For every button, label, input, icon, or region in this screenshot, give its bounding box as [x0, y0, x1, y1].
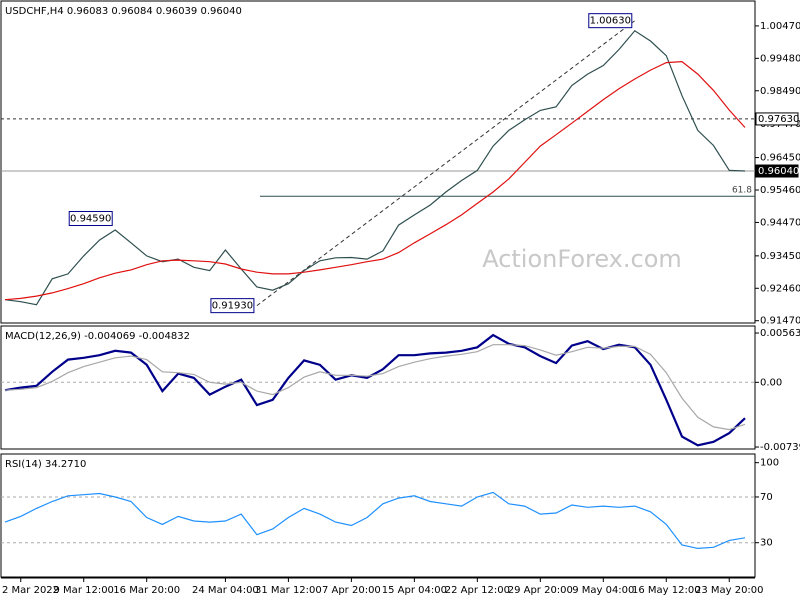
x-tick-label: 2 Mar 2022 — [2, 585, 59, 596]
y-tick-label: 0.91470 — [760, 316, 800, 327]
y-tick-label: 0.99480 — [760, 53, 800, 64]
level-label-box — [755, 164, 799, 178]
callout-label: 1.00630 — [590, 16, 631, 27]
y-tick-label: 0.98490 — [760, 86, 800, 97]
x-tick-label: 23 May 20:00 — [695, 585, 764, 596]
x-tick-label: 7 Apr 20:00 — [322, 585, 381, 596]
panel-frame — [0, 0, 756, 324]
x-tick-label: 16 May 12:00 — [632, 585, 701, 596]
x-tick-label: 9 Mar 12:00 — [54, 585, 114, 596]
callout-label: 0.94590 — [70, 214, 111, 225]
level-label: 0.97630 — [758, 114, 799, 125]
y-tick-label: 0.92460 — [760, 283, 800, 294]
x-tick-label: 22 Apr 12:00 — [445, 585, 510, 596]
y-tick-label: 0.005632 — [760, 328, 800, 339]
panel-title: USDCHF,H4 0.96083 0.96084 0.96039 0.9604… — [5, 6, 242, 17]
y-tick-label: 0.00 — [760, 377, 782, 388]
x-tick-label: 16 Mar 20:00 — [113, 585, 180, 596]
series-line — [4, 344, 746, 431]
panel-frame — [0, 325, 756, 450]
series-line — [4, 333, 746, 447]
y-tick-label: -0.007395 — [760, 442, 800, 453]
panel-title: MACD(12,26,9) -0.004069 -0.004832 — [5, 331, 190, 342]
callout-box — [210, 298, 255, 314]
callout-box — [68, 211, 113, 227]
series-line — [4, 30, 746, 306]
y-tick-label: 0.93450 — [760, 251, 800, 262]
y-tick-label: 0.95460 — [760, 185, 800, 196]
panel-title: RSI(14) 34.2710 — [5, 459, 86, 470]
series-line — [4, 60, 746, 301]
level-label: 0.96040 — [758, 166, 799, 177]
fib-label: 61.8 — [732, 186, 752, 196]
y-tick-label: 0.96450 — [760, 153, 800, 164]
x-tick-label: 31 Mar 12:00 — [255, 585, 322, 596]
callout-label: 0.91930 — [212, 301, 253, 312]
x-tick-label: 9 May 04:00 — [572, 585, 634, 596]
callout-box — [588, 13, 633, 29]
y-tick-label: 1.00470 — [760, 21, 800, 32]
panel-frame — [0, 453, 756, 578]
y-tick-label: 30 — [760, 538, 773, 549]
series-line — [4, 491, 746, 550]
trendline — [256, 20, 636, 307]
x-tick-label: 15 Apr 04:00 — [382, 585, 447, 596]
x-tick-label: 29 Apr 20:00 — [508, 585, 573, 596]
watermark: ActionForex.com — [482, 245, 682, 273]
level-label-box — [755, 112, 799, 126]
y-tick-label: 100 — [760, 458, 779, 469]
y-tick-label: 70 — [760, 492, 773, 503]
x-tick-label: 24 Mar 04:00 — [192, 585, 259, 596]
y-tick-label: 0.94470 — [760, 217, 800, 228]
